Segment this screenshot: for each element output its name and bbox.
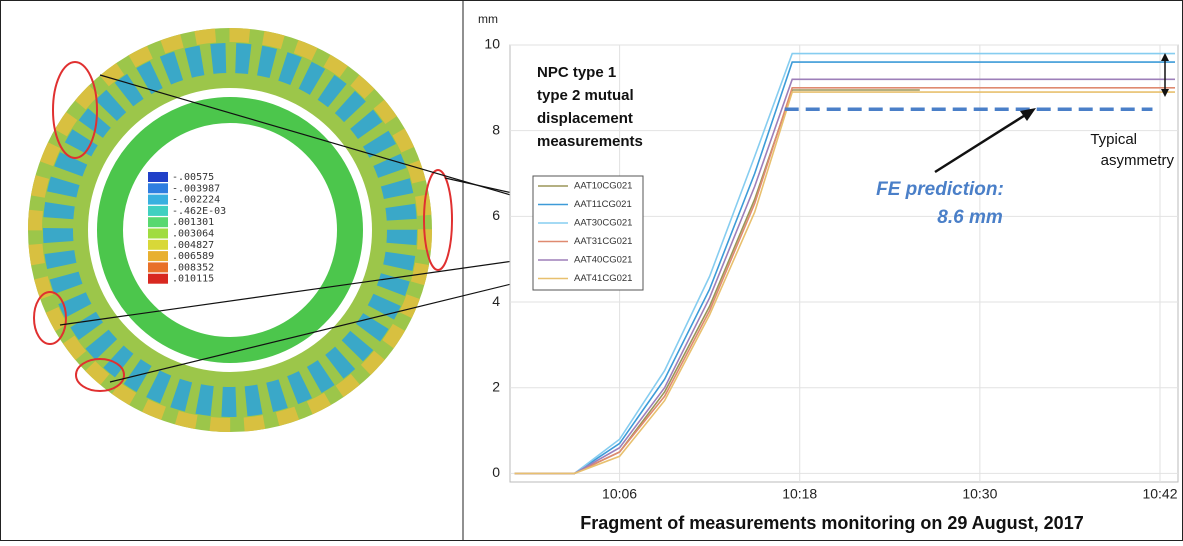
note: type 2 mutual: [537, 87, 634, 104]
colorbar-label: .004827: [172, 240, 214, 251]
legend-label: AAT10CG021: [574, 181, 632, 192]
colorbar-swatch: [148, 217, 168, 228]
legend-label: AAT41CG021: [574, 273, 632, 284]
colorbar-label: .010115: [172, 274, 214, 285]
ring-inner: [97, 97, 363, 363]
highlight: [33, 291, 67, 345]
colorbar-label: .001301: [172, 217, 214, 228]
colorbar-swatch: [148, 172, 168, 182]
colorbar-label: -.00575: [172, 172, 214, 183]
colorbar-swatch: [148, 228, 168, 239]
arrow-head: [1020, 108, 1036, 121]
colorbar-label: .006589: [172, 251, 214, 262]
series-line: [514, 91, 1175, 475]
y-tick-label: 4: [492, 293, 500, 309]
prediction-arrow: [934, 110, 1031, 174]
note: measurements: [537, 133, 643, 150]
colorbar-label: .003064: [172, 229, 214, 240]
x-tick-label: 10:30: [962, 486, 997, 502]
note: displacement: [537, 110, 633, 127]
y-tick-label: 0: [492, 464, 500, 480]
note: NPC type 1: [537, 64, 616, 81]
arrow-head: [1161, 89, 1169, 97]
series-line: [514, 61, 1175, 475]
hole: [126, 126, 334, 334]
colorbar-swatch: [148, 239, 168, 250]
fe-model: [28, 28, 453, 432]
x-tick-label: 10:42: [1142, 486, 1177, 502]
series-line: [514, 87, 1175, 475]
legend-label: AAT30CG021: [574, 218, 632, 229]
colorbar-swatch: [148, 194, 168, 205]
legend-label: AAT40CG021: [574, 255, 632, 266]
colorbar-label: -.462E-03: [172, 206, 226, 217]
colorbar-swatch: [148, 262, 168, 273]
asymmetry-label: asymmetry: [1101, 152, 1175, 169]
colorbar-label: .008352: [172, 262, 214, 273]
plot: 0 2 4 6 8 10 10:06 10:18 10:30 10:42 mm Fragment of…: [478, 12, 1179, 533]
prediction-label: FE prediction:: [876, 179, 1004, 200]
highlight: [52, 61, 98, 159]
y-axis-label: mm: [478, 12, 498, 26]
arrow-head: [1161, 53, 1169, 61]
chart-title: Fragment of measurements monitoring on 2…: [580, 513, 1083, 533]
series-line: [514, 52, 1175, 475]
ring-coils: [43, 43, 417, 417]
colorbar-swatch: [148, 251, 168, 262]
colorbar-swatch: [148, 273, 168, 284]
y-tick-label: 10: [484, 36, 500, 52]
highlight: [423, 169, 453, 271]
colorbar-label: -.003987: [172, 183, 220, 194]
colorbar-swatch: [148, 183, 168, 194]
colorbar-swatch: [148, 205, 168, 216]
highlight: [75, 358, 125, 392]
y-tick-label: 8: [492, 121, 500, 137]
colorbar-label: -.002224: [172, 195, 220, 206]
x-tick-label: 10:18: [782, 486, 817, 502]
pointer-arrows: [59, 74, 546, 383]
series-line: [514, 78, 1175, 475]
legend-label: AAT31CG021: [574, 236, 632, 247]
legend-box: [532, 175, 644, 291]
y-tick-label: 2: [492, 378, 500, 394]
y-tick-label: 6: [492, 207, 500, 223]
colorbar: -.00575-.003987-.002224-.462E-03.001301.…: [148, 172, 226, 285]
prediction-label: 8.6 mm: [937, 207, 1003, 228]
x-tick-label: 10:06: [602, 486, 637, 502]
asymmetry-label: Typical: [1090, 131, 1137, 148]
legend-label: AAT11CG021: [574, 199, 632, 210]
